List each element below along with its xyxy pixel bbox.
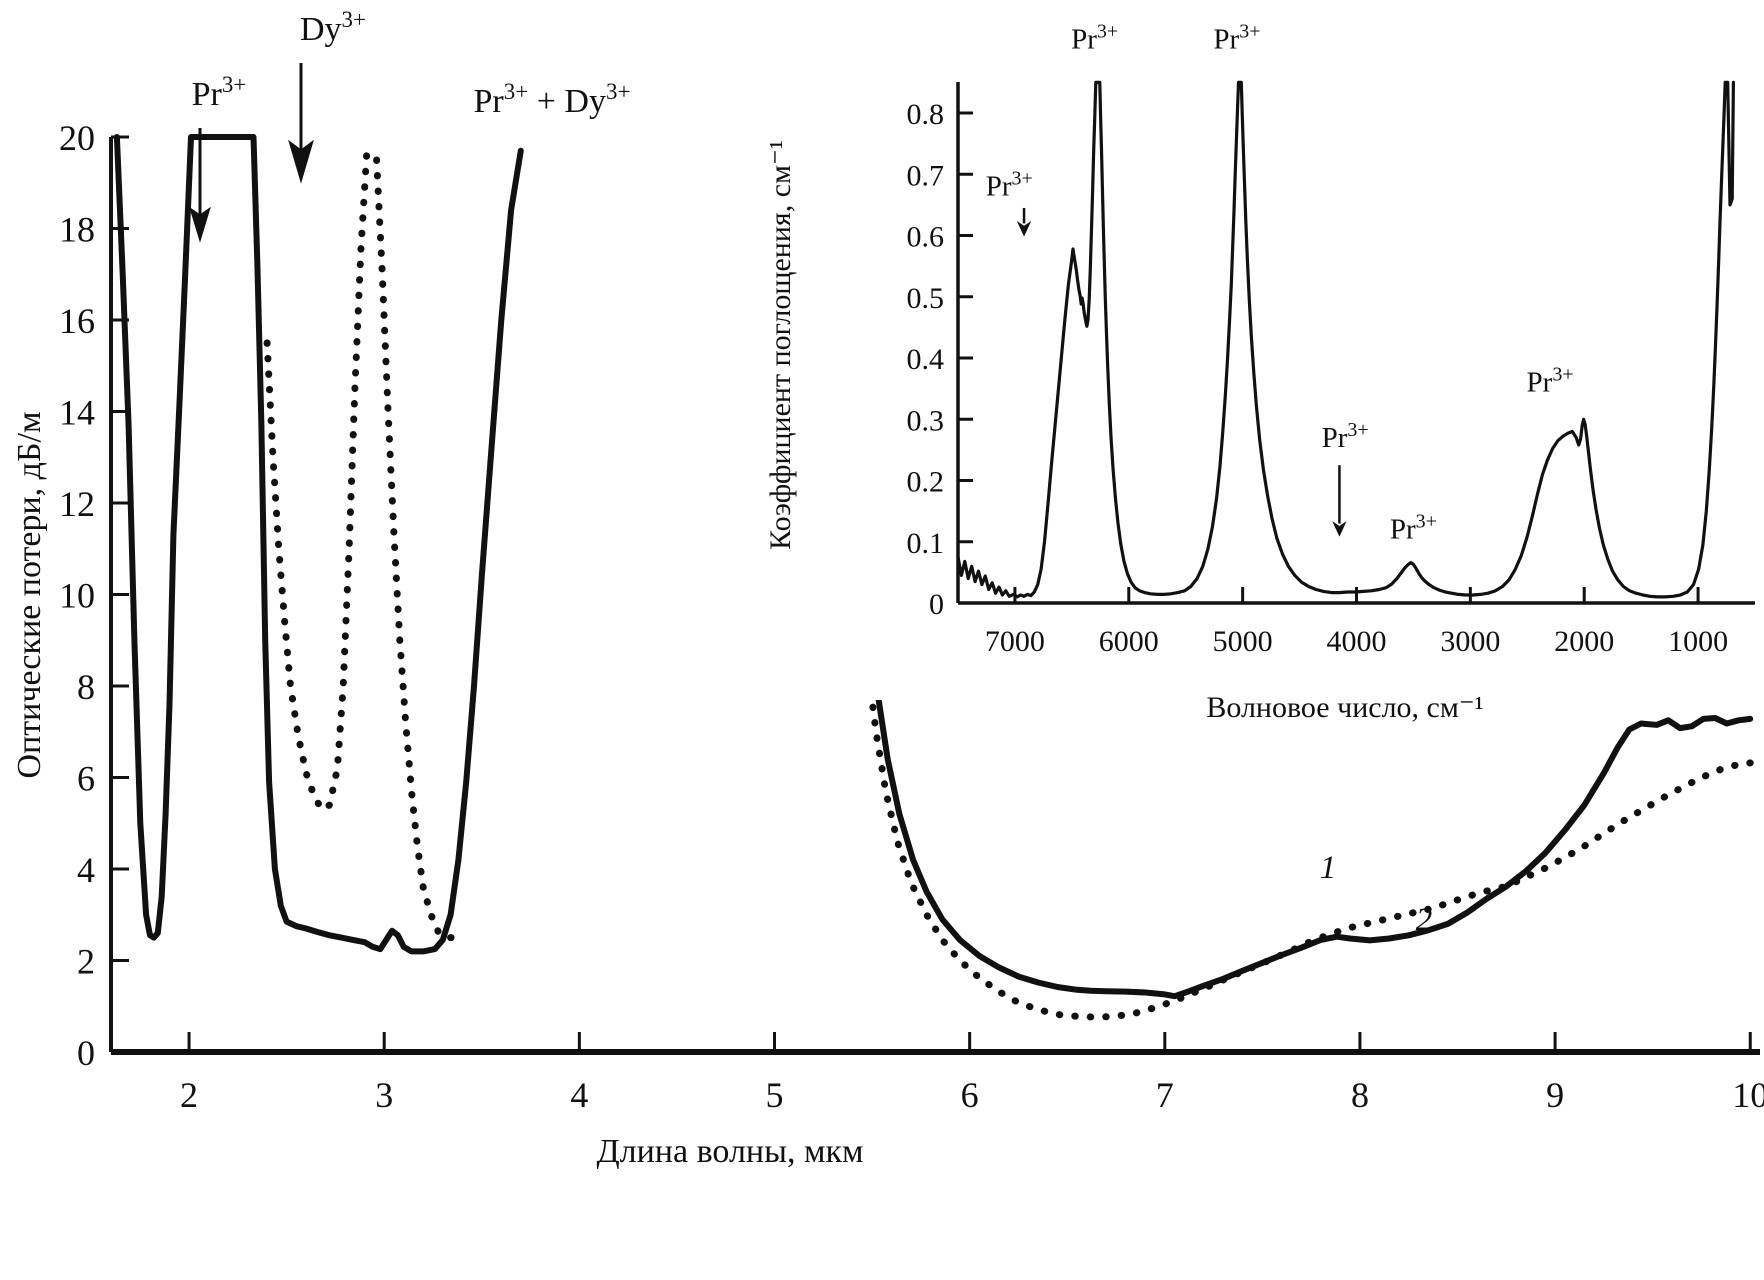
main-y-tick-labels: 0 2 4 6 8 10 12 14 16 18 20 xyxy=(59,118,95,1073)
inset-annotation-label: Pr3+ xyxy=(1322,419,1369,454)
inset-y-tick-label: 0 xyxy=(929,588,944,621)
main-annotations: Pr3+ Dy3+ Pr3+ + Dy3+ 1 2 xyxy=(189,7,1433,938)
curve-2-label: 2 xyxy=(1416,902,1433,938)
annotation-dy-label: Dy3+ xyxy=(300,7,366,48)
inset-x-tick-label: 5000 xyxy=(1213,625,1273,658)
main-y-tick-label: 4 xyxy=(77,850,95,890)
inset-x-tick-label: 6000 xyxy=(1099,625,1159,658)
main-y-tick-label: 16 xyxy=(59,301,95,341)
inset-curve xyxy=(958,80,1735,599)
main-y-tick-label: 12 xyxy=(59,484,95,524)
inset-y-tick-label: 0.7 xyxy=(907,159,945,192)
inset-annotation-arrow-icon xyxy=(1332,521,1347,537)
main-curves xyxy=(113,134,1754,1021)
main-x-tick-label: 2 xyxy=(180,1075,198,1115)
main-y-axis-title: Оптические потери, дБ/м xyxy=(11,412,48,779)
main-y-tick-label: 6 xyxy=(77,759,95,799)
main-y-tick-label: 14 xyxy=(59,393,95,433)
annotation-pr-dy-combo-label: Pr3+ + Dy3+ xyxy=(474,79,631,120)
inset-x-axis-title: Волновое число, см⁻¹ xyxy=(1206,691,1483,724)
annotation-pr-label: Pr3+ xyxy=(192,72,247,113)
main-x-tick-label: 3 xyxy=(375,1075,393,1115)
main-x-tick-label: 6 xyxy=(961,1075,979,1115)
curve-2-segment xyxy=(829,147,1754,1021)
inset-annotation-pr-4: Pr3+ xyxy=(1322,419,1369,537)
inset-annotation-arrow-icon xyxy=(1016,221,1032,237)
inset-x-tick-labels: 7000 6000 5000 4000 3000 2000 1000 xyxy=(985,625,1728,658)
inset-annotation-label: Pr3+ xyxy=(1527,364,1574,399)
inset-background xyxy=(760,45,1764,700)
inset-y-ticks xyxy=(958,111,973,544)
inset-annotation-pr-6: Pr3+ xyxy=(1527,364,1574,399)
inset-y-tick-label: 0.3 xyxy=(907,404,945,437)
inset-annotations: Pr3+ Pr3+ Pr3+ Pr3+ Pr3+ Pr3+ xyxy=(986,21,1574,546)
inset-annotation-pr-3: Pr3+ xyxy=(1213,21,1260,56)
main-x-axis-title: Длина волны, мкм xyxy=(596,1133,863,1170)
main-x-tick-labels: 2 3 4 5 6 7 8 9 10 xyxy=(180,1075,1764,1115)
inset-x-tick-label: 1000 xyxy=(1668,625,1728,658)
inset-x-tick-label: 7000 xyxy=(985,625,1045,658)
inset-y-axis-title: Коэффициент поглощения, см⁻¹ xyxy=(764,140,797,550)
inset-y-tick-label: 0.4 xyxy=(907,343,945,376)
main-x-tick-label: 8 xyxy=(1351,1075,1369,1115)
main-x-ticks xyxy=(187,1032,1752,1052)
inset-panel: 0 0.1 0.2 0.3 0.4 0.5 0.6 0.7 0.8 7000 6000 5000 40… xyxy=(760,21,1764,724)
annotation-dy-arrow-icon xyxy=(288,63,314,184)
curve-1-segment xyxy=(113,134,524,955)
inset-x-tick-label: 3000 xyxy=(1440,625,1500,658)
inset-x-ticks xyxy=(1013,587,1700,603)
inset-y-tick-label: 0.1 xyxy=(907,527,945,560)
curve-2-dotted xyxy=(263,147,1754,1021)
main-x-tick-label: 9 xyxy=(1546,1075,1564,1115)
main-x-tick-label: 7 xyxy=(1156,1075,1174,1115)
inset-y-tick-label: 0.5 xyxy=(907,282,945,315)
inset-y-tick-label: 0.8 xyxy=(907,98,945,131)
main-y-tick-label: 18 xyxy=(59,210,95,250)
main-y-tick-label: 10 xyxy=(59,576,95,616)
inset-annotation-label: Pr3+ xyxy=(986,168,1033,203)
main-y-tick-label: 20 xyxy=(59,118,95,158)
inset-annotation-pr-2: Pr3+ xyxy=(1071,21,1118,56)
inset-x-tick-label: 4000 xyxy=(1327,625,1387,658)
main-x-tick-label: 4 xyxy=(570,1075,588,1115)
main-y-tick-label: 0 xyxy=(77,1033,95,1073)
inset-y-tick-label: 0.6 xyxy=(907,221,945,254)
inset-y-tick-label: 0.2 xyxy=(907,466,945,499)
curve-1-label: 1 xyxy=(1320,850,1337,886)
inset-y-tick-labels: 0 0.1 0.2 0.3 0.4 0.5 0.6 0.7 0.8 xyxy=(907,98,945,621)
inset-annotation-pr-1: Pr3+ xyxy=(986,168,1033,237)
curve-2-segment xyxy=(263,151,458,942)
inset-annotation-pr-5: Pr3+ xyxy=(1390,511,1437,546)
inset-x-tick-label: 2000 xyxy=(1554,625,1614,658)
main-x-tick-label: 5 xyxy=(766,1075,784,1115)
annotation-pr-arrow-icon xyxy=(189,128,211,243)
main-y-tick-label: 2 xyxy=(77,942,95,982)
inset-annotation-label: Pr3+ xyxy=(1213,21,1260,56)
inset-annotation-label: Pr3+ xyxy=(1071,21,1118,56)
main-y-tick-label: 8 xyxy=(77,667,95,707)
main-x-tick-label: 10 xyxy=(1732,1075,1764,1115)
inset-annotation-label: Pr3+ xyxy=(1390,511,1437,546)
